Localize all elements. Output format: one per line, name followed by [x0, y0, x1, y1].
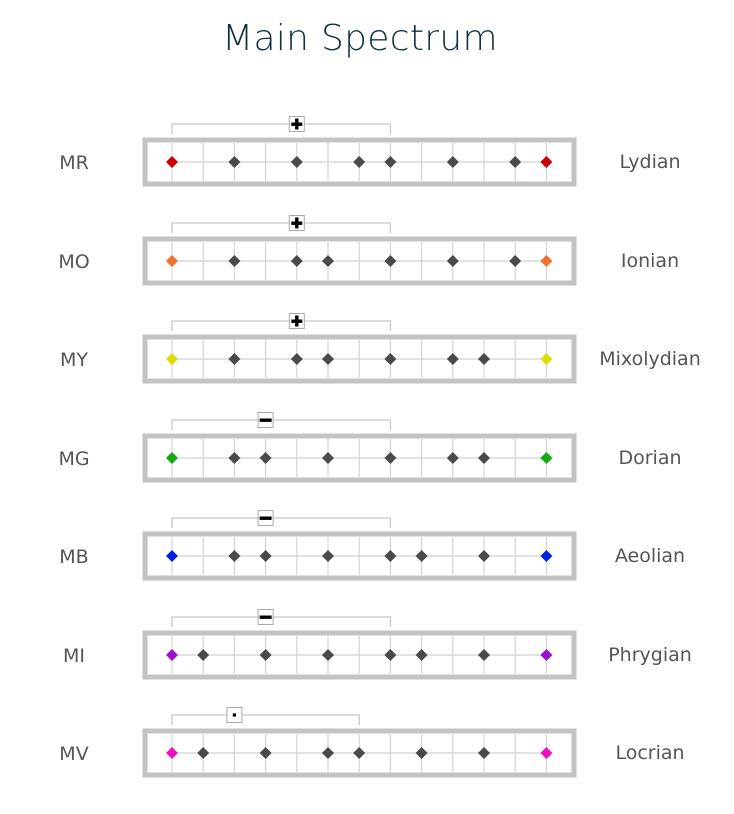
spectrum-diagram [142, 313, 577, 384]
interval-bracket [171, 222, 392, 233]
note-marker [384, 156, 397, 168]
note-marker [353, 156, 366, 168]
note-marker [415, 747, 428, 759]
root-note-marker [540, 255, 553, 267]
row-mode-name: Phrygian [608, 644, 692, 666]
note-marker [197, 649, 210, 661]
note-marker [259, 649, 272, 661]
row-code: MR [59, 152, 89, 174]
root-note-marker [540, 649, 553, 661]
spectrum-row-mv: MV Locrian [0, 701, 734, 791]
spectrum-row-mo: MO Ionian [0, 209, 734, 299]
note-marker [228, 353, 241, 365]
note-marker [384, 649, 397, 661]
note-marker [478, 649, 490, 661]
note-marker [446, 353, 459, 365]
note-marker [259, 550, 272, 562]
interval-bracket [171, 123, 392, 134]
row-mode-name: Ionian [620, 250, 680, 272]
spectrum-row-mi: MI Phrygian [0, 603, 734, 693]
row-mode-name: Mixolydian [599, 348, 701, 370]
note-marker [322, 452, 334, 464]
root-note-marker [166, 353, 178, 365]
row-code: MG [58, 448, 90, 470]
root-note-marker [166, 452, 178, 464]
interval-bracket [171, 616, 392, 627]
root-note-marker [166, 649, 178, 661]
root-note-marker [540, 156, 553, 168]
interval-bracket [171, 517, 392, 528]
note-marker [353, 747, 366, 759]
interval-bracket [171, 714, 360, 725]
note-marker [290, 353, 303, 365]
spectrum-diagram [142, 412, 577, 483]
note-marker [384, 550, 397, 562]
note-marker [446, 452, 459, 464]
note-marker [384, 255, 397, 267]
spectrum-row-my: MY Mixolydian [0, 307, 734, 397]
note-marker [228, 550, 241, 562]
spectrum-row-mg: MG Dorian [0, 406, 734, 496]
root-note-marker [540, 550, 553, 562]
note-marker [322, 353, 334, 365]
minus-icon [257, 510, 274, 526]
spectrum-diagram [142, 215, 577, 286]
note-marker [290, 156, 303, 168]
note-marker [384, 452, 397, 464]
minus-icon [257, 609, 274, 625]
root-note-marker [166, 156, 178, 168]
note-marker [509, 255, 522, 267]
interval-bracket [171, 320, 392, 331]
root-note-marker [540, 747, 553, 759]
note-marker [228, 255, 241, 267]
note-marker [322, 747, 334, 759]
note-marker [415, 550, 428, 562]
note-marker [228, 452, 241, 464]
note-marker [322, 255, 334, 267]
row-mode-name: Dorian [618, 447, 682, 469]
note-marker [384, 353, 397, 365]
page-title: Main Spectrum [222, 18, 498, 59]
plus-icon [288, 313, 305, 329]
note-marker [197, 747, 210, 759]
root-note-marker [540, 353, 553, 365]
root-note-marker [166, 550, 178, 562]
row-code: MO [58, 251, 90, 273]
note-marker [478, 353, 490, 365]
root-note-marker [166, 255, 178, 267]
spectrum-diagram [142, 609, 577, 680]
plus-icon [288, 116, 305, 132]
note-marker [228, 156, 241, 168]
row-code: MY [60, 349, 88, 371]
note-marker [290, 255, 303, 267]
row-code: MV [59, 743, 89, 765]
note-marker [415, 649, 428, 661]
spectrum-diagram [142, 116, 577, 187]
spectrum-diagram [142, 510, 577, 581]
row-code: MB [59, 546, 89, 568]
row-mode-name: Locrian [615, 742, 685, 764]
interval-bracket [171, 419, 392, 430]
row-mode-name: Lydian [619, 151, 681, 173]
minus-icon [257, 412, 274, 428]
note-marker [259, 747, 272, 759]
spectrum-row-mr: MR Lydian [0, 110, 734, 200]
note-marker [478, 747, 490, 759]
dot-icon [226, 707, 243, 723]
note-marker [446, 255, 459, 267]
spectrum-diagram [142, 707, 577, 778]
note-marker [478, 452, 490, 464]
note-marker [446, 156, 459, 168]
note-marker [322, 649, 334, 661]
root-note-marker [166, 747, 178, 759]
note-marker [478, 550, 490, 562]
row-mode-name: Aeolian [614, 545, 686, 567]
note-marker [509, 156, 522, 168]
note-marker [259, 452, 272, 464]
row-code: MI [63, 645, 85, 667]
spectrum-row-mb: MB Aeolian [0, 504, 734, 594]
plus-icon [288, 215, 305, 231]
note-marker [322, 550, 334, 562]
root-note-marker [540, 452, 553, 464]
